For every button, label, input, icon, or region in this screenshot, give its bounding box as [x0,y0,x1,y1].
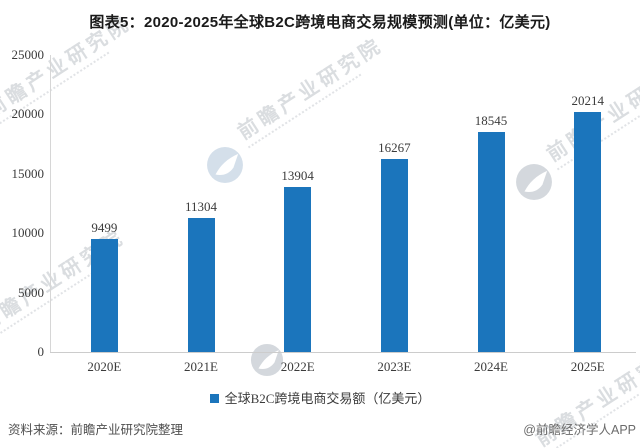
y-tick-label: 25000 [11,47,45,62]
bar-column: 20214 [539,55,636,352]
x-tick-label: 2025E [570,359,605,374]
y-tick-label: 0 [37,344,45,359]
bar [477,132,505,352]
bar-value-label: 18545 [474,113,508,128]
bar [380,159,408,352]
x-tick-label: 2022E [280,359,315,374]
prospective-bird-logo-icon [250,343,284,382]
legend-swatch [209,393,219,403]
bar-value-label: 11304 [184,199,218,214]
x-axis-labels: 2020E 2021E 2022E 2023E 2024E 2025E [56,359,636,375]
bar-column: 13904 [249,55,346,352]
y-tick-label: 20000 [11,106,45,122]
x-axis-line [50,352,636,353]
y-axis-line [50,55,51,352]
bar-column: 9499 [56,55,153,352]
legend-label: 全球B2C跨境电商交易额（亿美元） [224,391,431,406]
bar-value-label: 16267 [378,140,411,155]
footer: 资料来源：前瞻产业研究院整理 @前瞻经济学人APP [8,419,636,438]
bar [574,112,602,352]
bar-column: 11304 [153,55,250,352]
y-axis: 0 5000 10000 15000 20000 25000 [0,47,45,359]
prospective-bird-logo-icon [515,163,553,206]
credit-note: @前瞻经济学人APP [523,423,636,437]
x-tick-label: 2023E [377,359,412,374]
chart-title: 图表5：2020-2025年全球B2C跨境电商交易规模预测(单位：亿美元) [89,14,551,31]
x-tick-label: 2024E [474,359,508,374]
source-note: 资料来源：前瞻产业研究院整理 [8,423,184,437]
bar [284,187,312,352]
x-tick-label: 2021E [184,359,218,374]
bar-value-label: 9499 [91,220,118,235]
legend: 全球B2C跨境电商交易额（亿美元） [0,388,640,407]
y-tick-label: 10000 [11,225,45,241]
bar [187,218,215,352]
bar-value-label: 20214 [571,93,604,108]
y-tick-label: 15000 [11,165,45,181]
bar-value-label: 13904 [281,168,314,183]
y-tick-label: 5000 [18,284,44,300]
bar-column: 18545 [443,55,540,352]
bar-column: 16267 [346,55,443,352]
bar [90,239,118,352]
prospective-bird-logo-icon [206,146,244,189]
x-tick-label: 2020E [87,359,122,374]
bars-container: 9499 11304 13904 16267 18545 20214 [56,55,636,352]
